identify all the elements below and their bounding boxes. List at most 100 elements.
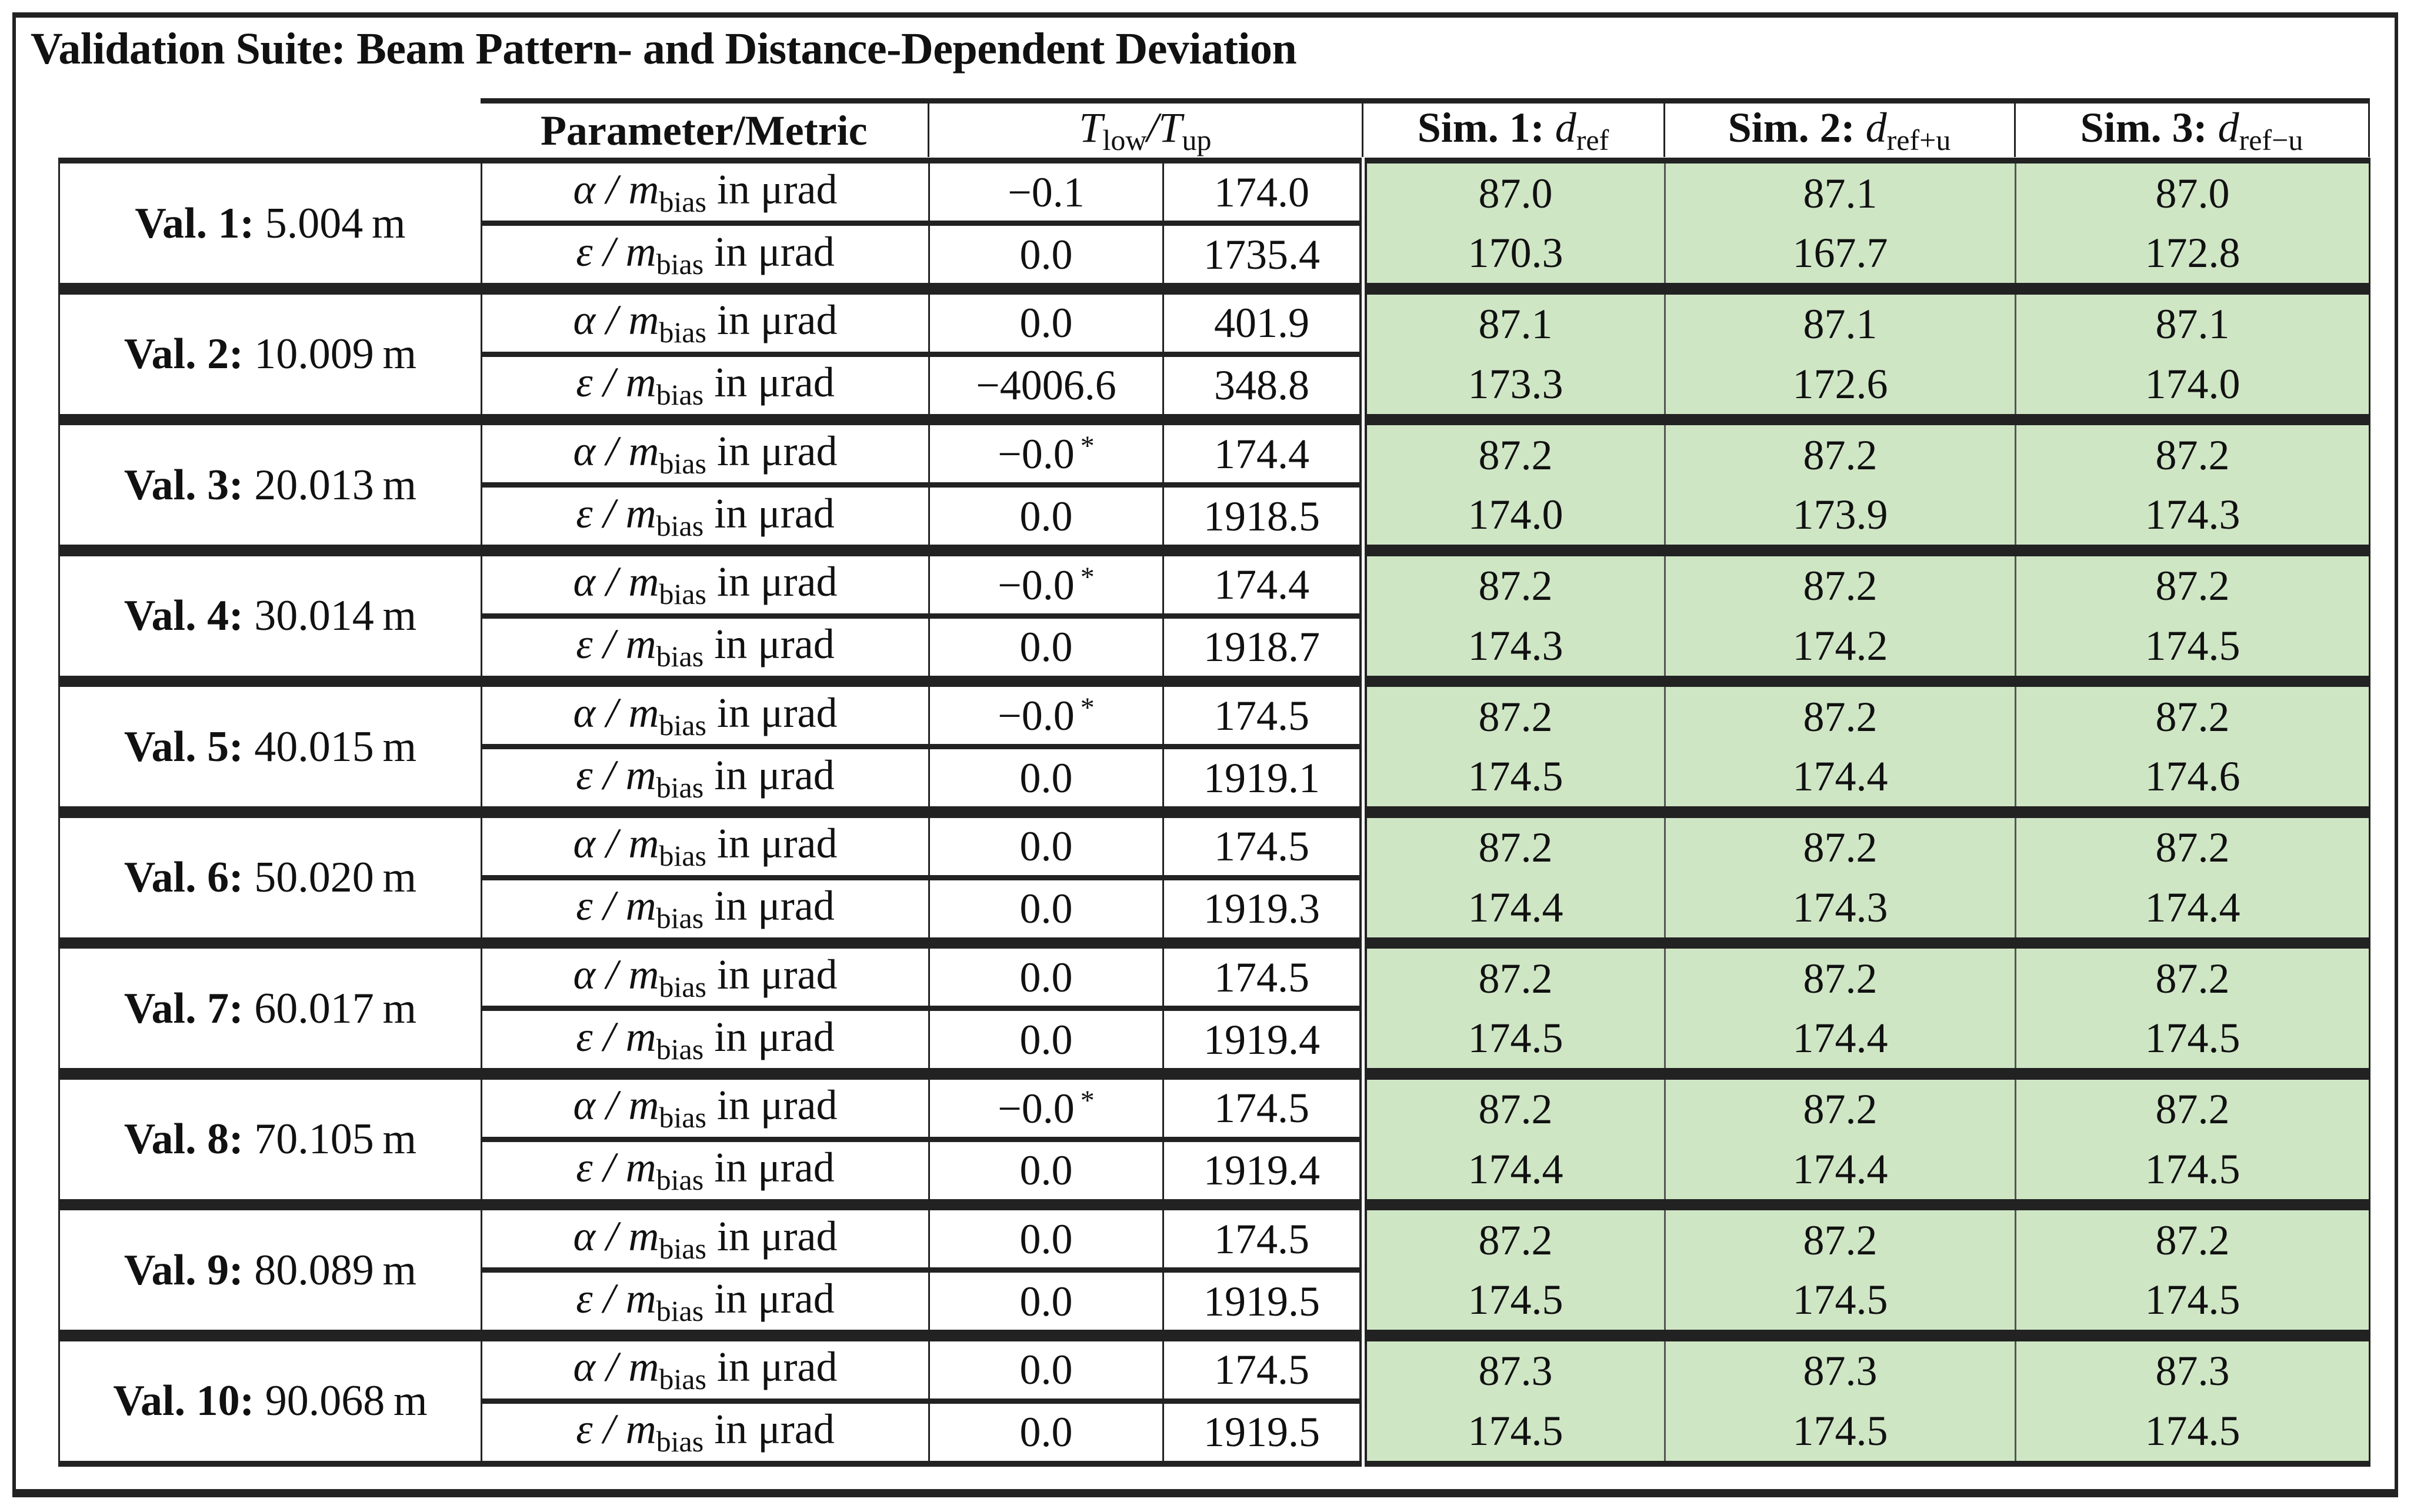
metric-slash: / [592, 1144, 626, 1191]
t-low-value: −0.0 [998, 1084, 1075, 1132]
sim-2-value: 87.2 [1665, 684, 2016, 747]
validation-label: Val. 8: 70.105 m [58, 1076, 482, 1202]
validation-distance: 70.105 m [254, 1115, 417, 1163]
validation-label: Val. 3: 20.013 m [58, 422, 482, 548]
table-row: ε / mbias in μrad 0.0 1919.4 174.5 174.4 174.… [59, 1008, 2370, 1071]
metric-cell: α / mbias in μrad [481, 1207, 930, 1273]
metric-sub: bias [656, 1032, 704, 1066]
t-low-value: 0.0 [1019, 1016, 1073, 1063]
metric-cell: α / mbias in μrad [481, 946, 930, 1011]
metric-symbol: ε [576, 489, 593, 537]
metric-symbol: α [573, 820, 596, 867]
validation-label: Val. 2: 10.009 m [58, 291, 482, 417]
metric-slash: / [592, 1406, 626, 1453]
t-low-cell: 0.0 [929, 1008, 1164, 1071]
metric-slash: / [595, 1212, 629, 1260]
validation-distance: 40.015 m [254, 722, 417, 771]
sim-3-value: 87.1 [2015, 291, 2370, 354]
t-low-cell: 0.0 [929, 223, 1164, 286]
metric-m: m [628, 1343, 659, 1390]
metric-slash: / [592, 620, 626, 667]
metric-sub: bias [656, 1294, 704, 1327]
t-up-cell: 1918.7 [1163, 616, 1367, 679]
sim-3-value: 87.0 [2015, 161, 2370, 223]
metric-slash: / [592, 228, 626, 275]
validation-distance: 5.004 m [265, 199, 406, 248]
t-low-cell: 0.0 [929, 746, 1164, 809]
sim-2-value: 174.4 [1665, 1008, 2016, 1071]
validation-label: Val. 6: 50.020 m [58, 815, 482, 940]
header-empty-cell [58, 101, 481, 158]
metric-slash: / [595, 165, 629, 213]
validation-distance: 90.068 m [265, 1377, 428, 1425]
t-up-cell: 174.5 [1163, 684, 1367, 749]
metric-sub: bias [659, 1363, 706, 1396]
metric-sub: bias [656, 1425, 704, 1458]
t-up-cell: 174.5 [1163, 1207, 1367, 1273]
t-low-cell: 0.0 [929, 946, 1164, 1011]
sim-1-value: 87.3 [1363, 1338, 1666, 1401]
t-up-cell: 174.5 [1163, 1338, 1367, 1404]
metric-unit: in μrad [706, 296, 838, 343]
validation-name: Val. 3: [124, 460, 244, 509]
metric-slash: / [595, 1082, 629, 1129]
metric-unit: in μrad [706, 165, 838, 213]
metric-cell: ε / mbias in μrad [481, 354, 930, 417]
metric-cell: ε / mbias in μrad [481, 877, 930, 940]
metric-unit: in μrad [706, 950, 838, 998]
validation-distance: 60.017 m [254, 984, 417, 1033]
metric-m: m [625, 228, 656, 275]
t-low-cell: −0.0 * [929, 684, 1164, 749]
sim-2-value: 87.2 [1665, 1076, 2016, 1139]
sim-2-value: 167.7 [1665, 223, 2016, 286]
metric-unit: in μrad [703, 620, 835, 667]
sim-2-value: 87.1 [1665, 161, 2016, 223]
t-low-cell: −0.0 * [929, 422, 1164, 488]
metric-slash: / [595, 558, 629, 605]
metric-slash: / [595, 296, 629, 343]
metric-m: m [625, 359, 656, 406]
t-low-value: −0.1 [1008, 168, 1085, 216]
table-row: ε / mbias in μrad −4006.6 348.8 173.3 172.6 1… [59, 354, 2370, 417]
table-row: ε / mbias in μrad 0.0 1919.1 174.5 174.4 174.… [59, 746, 2370, 809]
t-up-cell: 174.5 [1163, 815, 1367, 880]
metric-unit: in μrad [706, 1343, 838, 1390]
t-up-cell: 1919.3 [1163, 877, 1367, 940]
metric-sub: bias [659, 708, 706, 742]
table-frame [12, 12, 2398, 1497]
metric-cell: α / mbias in μrad [481, 553, 930, 619]
validation-name: Val. 7: [124, 984, 244, 1033]
sim-2-value: 87.2 [1665, 1207, 2016, 1270]
t-low-value: 0.0 [1019, 953, 1073, 1001]
validation-distance: 10.009 m [254, 330, 417, 378]
metric-unit: in μrad [703, 1144, 835, 1191]
validation-group-7: Val. 7: 60.017 m α / mbias in μrad 0.0 174.… [58, 943, 2370, 1074]
sim-2-value: 174.4 [1665, 746, 2016, 809]
metric-sub: bias [659, 1101, 706, 1134]
validation-distance: 20.013 m [254, 460, 417, 509]
t-low-value: −0.0 [998, 561, 1075, 609]
t-up-cell: 174.5 [1163, 946, 1367, 1011]
t-low-value: −4006.6 [976, 362, 1116, 409]
asterisk-note: * [1080, 692, 1095, 723]
sim-1-value: 174.5 [1363, 1270, 1666, 1333]
metric-sub: bias [656, 902, 704, 934]
metric-cell: α / mbias in μrad [481, 1338, 930, 1404]
metric-cell: α / mbias in μrad [481, 684, 930, 749]
metric-sub: bias [659, 316, 706, 349]
asterisk-note: * [1080, 430, 1095, 462]
header-sim-var: d [2218, 104, 2239, 151]
metric-sub: bias [659, 839, 706, 872]
t-up-cell: 174.5 [1163, 1076, 1367, 1142]
metric-slash: / [592, 489, 626, 537]
metric-sub: bias [659, 578, 706, 610]
sim-1-value: 87.2 [1363, 1207, 1666, 1270]
sim-1-value: 87.2 [1363, 553, 1666, 616]
t-low-cell: 0.0 [929, 1401, 1164, 1464]
